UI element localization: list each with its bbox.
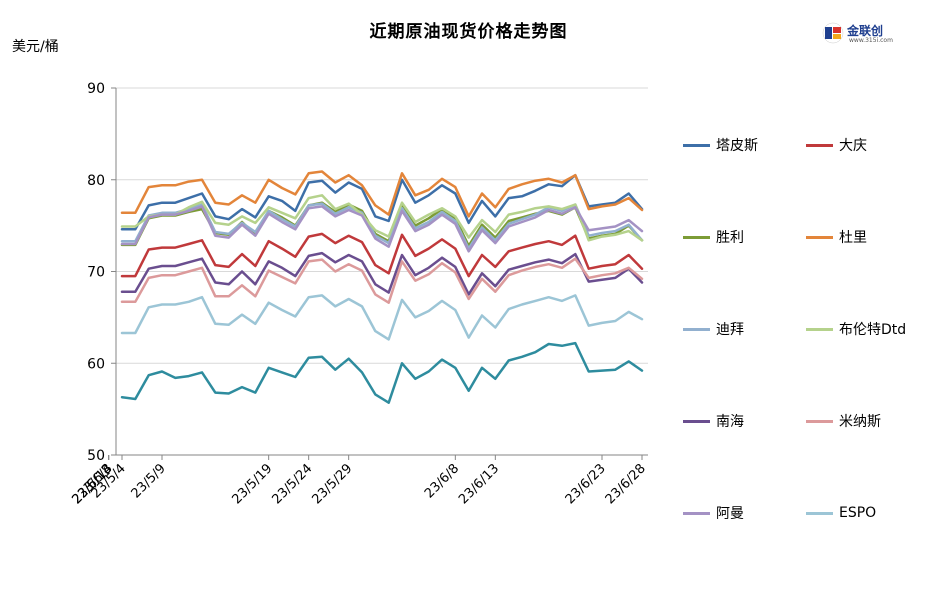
y-tick-label-50: 50: [87, 448, 105, 464]
x-tick-label: 23/6/28: [603, 461, 649, 507]
legend-swatch: [806, 419, 833, 423]
legend-swatch: [683, 419, 710, 423]
x-tick-label: 23/5/24: [269, 461, 315, 507]
legend-label: 迪拜: [716, 322, 744, 338]
y-tick-label-80: 80: [87, 173, 105, 189]
series-lines: [120, 170, 644, 404]
legend-swatch: [806, 143, 833, 147]
legend-item: 胜利: [683, 227, 744, 247]
legend-swatch: [683, 235, 710, 239]
series-line-8: [120, 205, 644, 253]
logo-mark-icon: [822, 22, 844, 44]
series-line-7: [120, 257, 644, 304]
series-line-3: [120, 170, 644, 218]
legend-label: 布伦特Dtd: [839, 322, 907, 338]
series-line-1: [120, 232, 644, 278]
legend-label: 南海: [716, 414, 744, 430]
x-tick-label: 23/6/13: [456, 461, 502, 507]
x-tick-label: 23/5/19: [229, 461, 275, 507]
legend-swatch: [683, 143, 710, 147]
legend-label: 阿曼: [716, 506, 744, 522]
logo-brand-text: 金联创: [847, 24, 884, 38]
legend-label: ESPO: [839, 505, 877, 521]
legend-item: 阿曼: [683, 503, 744, 523]
logo-url-text: www.315i.com: [849, 37, 893, 44]
brand-logo: 金联创 www.315i.com: [822, 20, 902, 46]
legend-item: 迪拜: [683, 319, 744, 339]
y-tick-label-90: 90: [87, 81, 105, 97]
legend-label: 米纳斯: [839, 414, 881, 430]
legend-label: 大庆: [839, 138, 867, 154]
legend-item: ESPO: [806, 503, 876, 523]
legend-item: 塔皮斯: [683, 135, 758, 155]
legend-item: 南海: [683, 411, 744, 431]
y-tick-label-60: 60: [87, 356, 105, 372]
chart-title: 近期原油现货价格走势图: [369, 22, 568, 42]
grid-lines: [116, 87, 648, 364]
legend-swatch: [683, 327, 710, 331]
legend-swatch: [806, 235, 833, 239]
series-line-0: [120, 173, 644, 231]
legend-swatch: [683, 511, 710, 515]
x-tick-label: 23/6/23: [563, 461, 609, 507]
legend-item: 杜里: [806, 227, 867, 247]
x-tick-labels: 23/5/4 23/5/923/5/14 23/5/1923/5/2423/5/29…: [69, 461, 648, 507]
legend-label: 胜利: [716, 230, 744, 246]
series-line-10: [120, 341, 644, 404]
y-tick-label-70: 70: [87, 265, 105, 281]
axes: [108, 87, 648, 460]
series-line-5: [120, 194, 644, 242]
x-tick-label: 23/5/9: [129, 461, 169, 501]
x-tick-label: 23/5/29: [309, 461, 355, 507]
legend-label: 塔皮斯: [716, 138, 758, 154]
legend-item: 米纳斯: [806, 411, 881, 431]
series-line-6: [120, 251, 644, 296]
legend-label: 杜里: [839, 230, 867, 246]
legend-swatch: [806, 511, 833, 515]
legend-swatch: [806, 327, 833, 331]
legend-item: 大庆: [806, 135, 867, 155]
y-tick-labels: 50 60 70 80 90: [87, 81, 105, 464]
series-line-9: [120, 294, 644, 341]
y-axis-unit-label: 美元/桶: [12, 39, 59, 55]
legend-item: 布伦特Dtd: [806, 319, 906, 339]
